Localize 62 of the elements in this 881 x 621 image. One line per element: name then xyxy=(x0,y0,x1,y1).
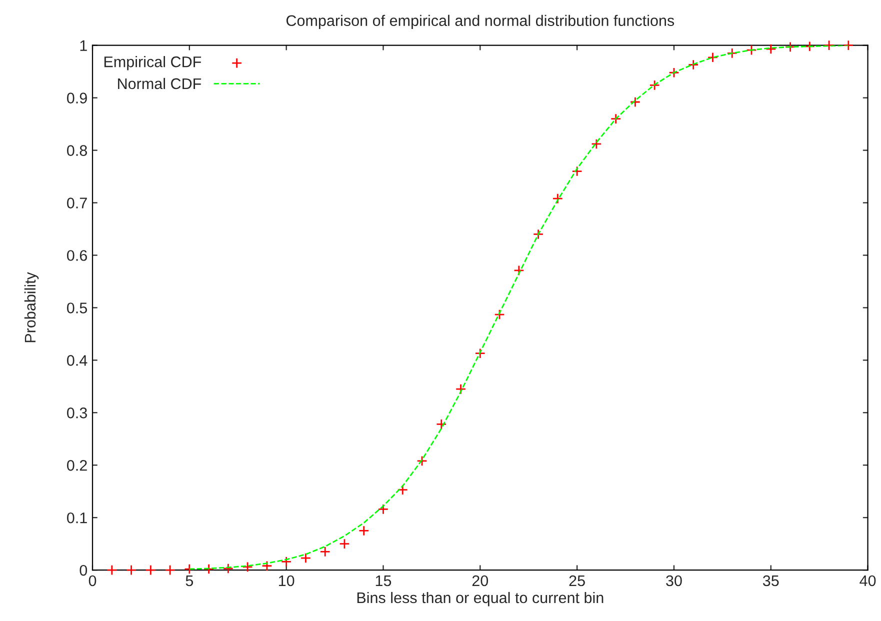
point xyxy=(649,80,660,91)
point xyxy=(222,563,234,574)
point xyxy=(262,560,272,572)
point xyxy=(300,552,312,564)
point xyxy=(746,44,757,56)
point xyxy=(242,562,253,572)
point xyxy=(339,538,350,550)
point xyxy=(688,59,699,70)
point xyxy=(532,228,544,240)
point xyxy=(804,41,815,52)
y-tick-label: 0.4 xyxy=(67,355,88,366)
x-tick-label: 20 xyxy=(472,575,488,586)
point xyxy=(552,193,564,204)
x-tick-label: 30 xyxy=(666,575,682,586)
point xyxy=(784,42,796,52)
point xyxy=(630,96,641,108)
x-tick-label: 10 xyxy=(278,575,294,586)
point xyxy=(707,52,718,63)
y-tick-label: 0.9 xyxy=(67,92,87,104)
x-tick-label: 35 xyxy=(762,575,779,586)
x-tick-label: 5 xyxy=(186,576,194,586)
x-tick-label: 25 xyxy=(569,575,585,586)
y-tick-label: 0.8 xyxy=(67,145,87,156)
point xyxy=(474,348,486,359)
point xyxy=(668,67,680,78)
y-tick-label: 0.7 xyxy=(67,198,87,208)
x-tick-label: 40 xyxy=(860,575,876,586)
x-tick-label: 0 xyxy=(88,575,96,586)
point xyxy=(455,384,466,394)
legend-label: Normal CDF xyxy=(118,78,202,90)
point xyxy=(378,504,389,515)
point xyxy=(610,113,622,124)
point xyxy=(358,525,370,536)
y-axis-title: Probability xyxy=(24,272,39,342)
point xyxy=(514,265,524,276)
chart-title: Comparison of empirical and normal distribution functions xyxy=(286,14,674,30)
y-tick-label: 0.6 xyxy=(67,250,87,261)
legend-label: Empirical CDF xyxy=(104,56,202,70)
x-axis-title: Bins less than or equal to current bin xyxy=(357,592,604,606)
y-tick-label: 0.1 xyxy=(67,512,87,524)
y-tick-label: 0.3 xyxy=(67,408,87,418)
y-tick-label: 0.5 xyxy=(67,302,88,314)
point xyxy=(494,309,505,320)
y-tick-label: 0.2 xyxy=(67,460,87,471)
y-tick-label: 0 xyxy=(80,564,88,576)
point xyxy=(766,44,776,54)
point xyxy=(824,40,834,51)
point xyxy=(436,418,447,430)
point xyxy=(397,484,408,496)
x-tick-label: 15 xyxy=(376,576,392,586)
point xyxy=(843,40,854,51)
point xyxy=(164,564,176,576)
point xyxy=(726,48,738,59)
point xyxy=(106,564,118,576)
point xyxy=(126,564,137,576)
point xyxy=(416,456,428,466)
point xyxy=(591,138,602,150)
point xyxy=(280,556,292,568)
point xyxy=(320,546,330,558)
y-tick-label: 1 xyxy=(80,40,87,51)
point xyxy=(572,166,582,177)
point xyxy=(145,564,156,576)
